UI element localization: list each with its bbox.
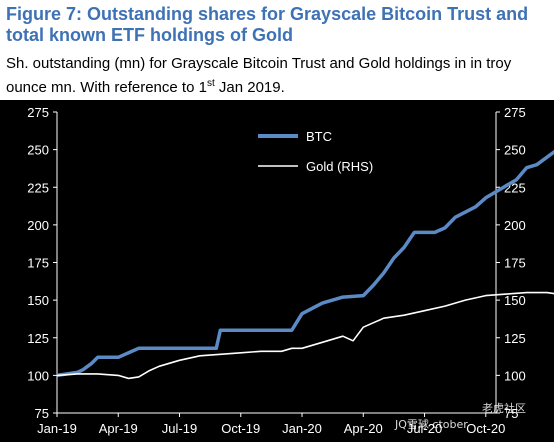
x-tick-label: Jan-20: [282, 421, 322, 436]
series-line-gold: [56, 291, 554, 380]
y-tick-label-right: 75: [504, 406, 518, 421]
y-tick-label-left: 175: [27, 256, 49, 271]
series-group: [56, 149, 554, 380]
legend-label-btc: BTC: [306, 129, 332, 144]
watermark-xueqiu: JQ雪球 ctober: [394, 417, 468, 431]
legend: BTC Gold (RHS): [258, 129, 373, 174]
axes-group: [56, 112, 497, 414]
x-tick-label: Apr-19: [99, 421, 138, 436]
x-tick-label: Jul-20: [407, 421, 442, 436]
y-tick-label-right: 250: [504, 143, 526, 158]
y-tick-label-right: 275: [504, 105, 526, 120]
y-tick-label-right: 100: [504, 368, 526, 383]
chart-area: 75 75 100 100 125 125 150 150 175 175 200 200 225 225…: [0, 100, 554, 442]
y-tick-label-right: 125: [504, 331, 526, 346]
x-tick-label: Jul-19: [162, 421, 197, 436]
subtitle-superscript: st: [206, 78, 215, 89]
y-tick-label-left: 150: [27, 293, 49, 308]
y-tick-label-left: 75: [35, 406, 49, 421]
chart-subtitle: Sh. outstanding (mn) for Grayscale Bitco…: [6, 54, 551, 98]
y-tick-label-right: 200: [504, 218, 526, 233]
y-tick-label-left: 250: [27, 143, 49, 158]
x-tick-label: Apr-20: [344, 421, 383, 436]
series-line-btc: [56, 149, 554, 378]
x-tick-label: Jan-19: [37, 421, 77, 436]
x-tick-label: Oct-19: [221, 421, 260, 436]
y-tick-label-right: 175: [504, 256, 526, 271]
y-tick-label-left: 225: [27, 180, 49, 195]
watermark-group: JQ雪球 ctober 老虎社区: [394, 401, 526, 431]
chart-title: Figure 7: Outstanding shares for Graysca…: [6, 4, 529, 45]
y-tick-label-left: 275: [27, 105, 49, 120]
subtitle-end: Jan 2019.: [214, 79, 285, 96]
y-tick-label-left: 125: [27, 331, 49, 346]
x-tick-label: Oct-20: [466, 421, 505, 436]
watermark-tiger: 老虎社区: [482, 401, 526, 415]
y-tick-label-left: 200: [27, 218, 49, 233]
legend-label-gold: Gold (RHS): [306, 159, 373, 174]
y-tick-label-left: 100: [27, 368, 49, 383]
subtitle-main: Sh. outstanding (mn) for Grayscale Bitco…: [6, 55, 512, 96]
y-tick-label-right: 150: [504, 293, 526, 308]
